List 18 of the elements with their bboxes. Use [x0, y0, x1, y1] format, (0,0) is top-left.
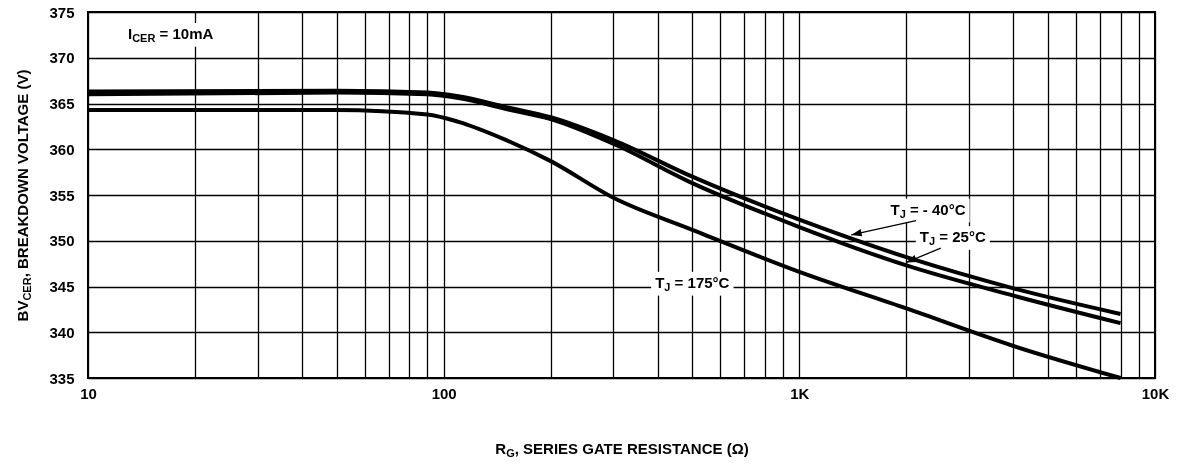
x-tick-label: 10 [80, 384, 97, 402]
y-tick-label: 335 [49, 369, 75, 387]
legend-label: T$_{J}$ = 25°C [919, 228, 986, 247]
annotation: I$_{CER}$ = 10mA [128, 25, 214, 44]
y-tick-label: 360 [49, 140, 75, 158]
y-tick-label: 365 [49, 95, 75, 112]
y-tick-label: 350 [49, 232, 75, 250]
y-tick-label: 355 [49, 186, 75, 204]
x-axis-title: R$_{G}$, SERIES GATE RESISTANCE (Ω) [495, 439, 749, 459]
x-tick-label: 10K [1141, 384, 1170, 402]
x-tick-label: 100 [431, 384, 457, 402]
x-tick-label: 1K [790, 384, 810, 402]
y-tick-label: 340 [49, 323, 75, 341]
y-tick-label: 370 [49, 49, 75, 67]
text: T$_{J}$ = - 40°C [890, 200, 966, 220]
series-label: T$_{J}$ = 175°C [655, 273, 730, 293]
y-tick-label: 345 [49, 278, 75, 295]
y-tick-label: 375 [49, 3, 75, 21]
